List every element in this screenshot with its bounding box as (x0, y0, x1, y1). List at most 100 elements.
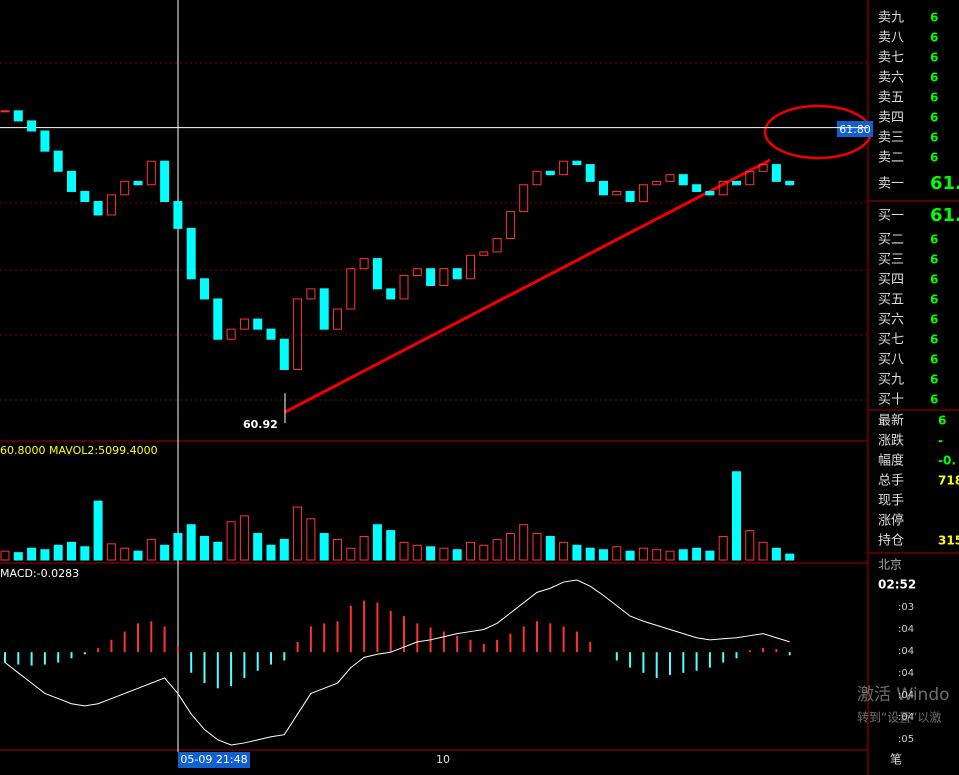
volume-bar (53, 544, 63, 561)
volume-bar (652, 549, 662, 561)
candle (599, 180, 608, 196)
candle (120, 180, 130, 196)
buy-price: 6 (930, 273, 938, 287)
trend-line (284, 158, 771, 414)
candle (306, 288, 316, 300)
buy-label: 买四 (878, 273, 904, 288)
volume-bar (306, 518, 316, 561)
candle (479, 251, 489, 256)
candle (732, 180, 741, 186)
candle (612, 190, 622, 196)
candle (519, 184, 529, 213)
volume-bar (692, 547, 702, 561)
sell-label: 卖五 (878, 91, 904, 106)
candle (146, 160, 156, 186)
candle (346, 268, 356, 310)
quote-label: 现手 (878, 494, 904, 509)
candle (771, 164, 781, 182)
candle (293, 298, 303, 370)
tick-time: :03 (898, 602, 914, 613)
volume-bar (0, 550, 10, 561)
sell-price: 6 (930, 51, 938, 65)
sell-label: 卖三 (878, 131, 904, 146)
tick-time: :04 (898, 690, 914, 701)
volume-bar (572, 544, 582, 561)
volume-bar (439, 547, 449, 561)
volume-bar (333, 538, 342, 561)
candle (718, 180, 728, 196)
candle (545, 170, 555, 176)
volume-bar (771, 547, 781, 561)
candle (692, 184, 702, 192)
volume-bar (67, 541, 76, 561)
buy-label: 买七 (878, 333, 904, 348)
candle (372, 258, 382, 290)
volume-bar (732, 471, 741, 561)
volume-bar (399, 541, 409, 561)
buy-label: 买八 (878, 353, 904, 368)
x-tick-label: 10 (436, 753, 450, 766)
quote-value: -0. (938, 454, 956, 468)
volume-bar (638, 547, 648, 561)
candle (253, 318, 263, 330)
candle (652, 180, 662, 186)
buy-label: 买十 (878, 393, 904, 408)
volume-bar (186, 524, 196, 561)
candle (279, 338, 289, 370)
volume-bar (80, 546, 90, 561)
sell-label: 卖六 (878, 71, 904, 86)
volume-bar (173, 533, 183, 561)
tab[interactable]: 笔 (890, 752, 902, 767)
watermark: 激活 Windo (857, 685, 950, 705)
candle (625, 190, 635, 203)
buy-label: 买二 (878, 233, 904, 248)
cursor-price-label: 61.80 (839, 123, 871, 136)
sell-price: 61. (930, 173, 959, 194)
buy-price: 6 (930, 313, 938, 327)
volume-bar (226, 521, 236, 561)
quote-value: 6 (938, 414, 946, 428)
volume-bar (599, 549, 608, 561)
sell-price: 6 (930, 31, 938, 45)
candle (333, 308, 342, 330)
volume-bar (13, 552, 23, 561)
volume-bar (426, 546, 436, 561)
volume-bar (160, 544, 170, 561)
volume-bar (346, 547, 356, 561)
candle (133, 180, 143, 186)
sell-label: 卖七 (878, 51, 904, 66)
candle (200, 278, 209, 300)
buy-label: 买五 (878, 293, 904, 308)
candle (173, 201, 183, 229)
volume-title: 60.8000 MAVOL2:5099.4000 (0, 444, 158, 457)
buy-label: 买一 (878, 209, 904, 224)
volume-bar (319, 533, 329, 561)
volume-bar (452, 549, 462, 561)
candle (0, 110, 10, 113)
candle (439, 268, 449, 286)
quote-label: 持仓 (878, 534, 904, 549)
candle (532, 170, 542, 186)
candle (678, 174, 688, 186)
volume-bar (359, 535, 369, 561)
sell-label: 卖八 (878, 31, 904, 46)
volume-bar (532, 533, 542, 561)
candle (638, 184, 648, 203)
candle (492, 237, 502, 253)
candle (226, 328, 236, 340)
cursor-time-label: 05-09 21:48 (180, 753, 247, 766)
quote-label: 涨停 (878, 513, 904, 529)
candle (80, 190, 90, 203)
volume-bar (253, 533, 263, 561)
candle (53, 150, 63, 172)
candle (239, 318, 249, 330)
volume-bar (612, 546, 622, 561)
candle (559, 160, 569, 176)
volume-bar (146, 538, 156, 561)
volume-bar (93, 500, 103, 561)
volume-bar (505, 533, 515, 561)
candle (40, 130, 50, 152)
sell-price: 6 (930, 71, 938, 85)
candle (13, 110, 23, 122)
